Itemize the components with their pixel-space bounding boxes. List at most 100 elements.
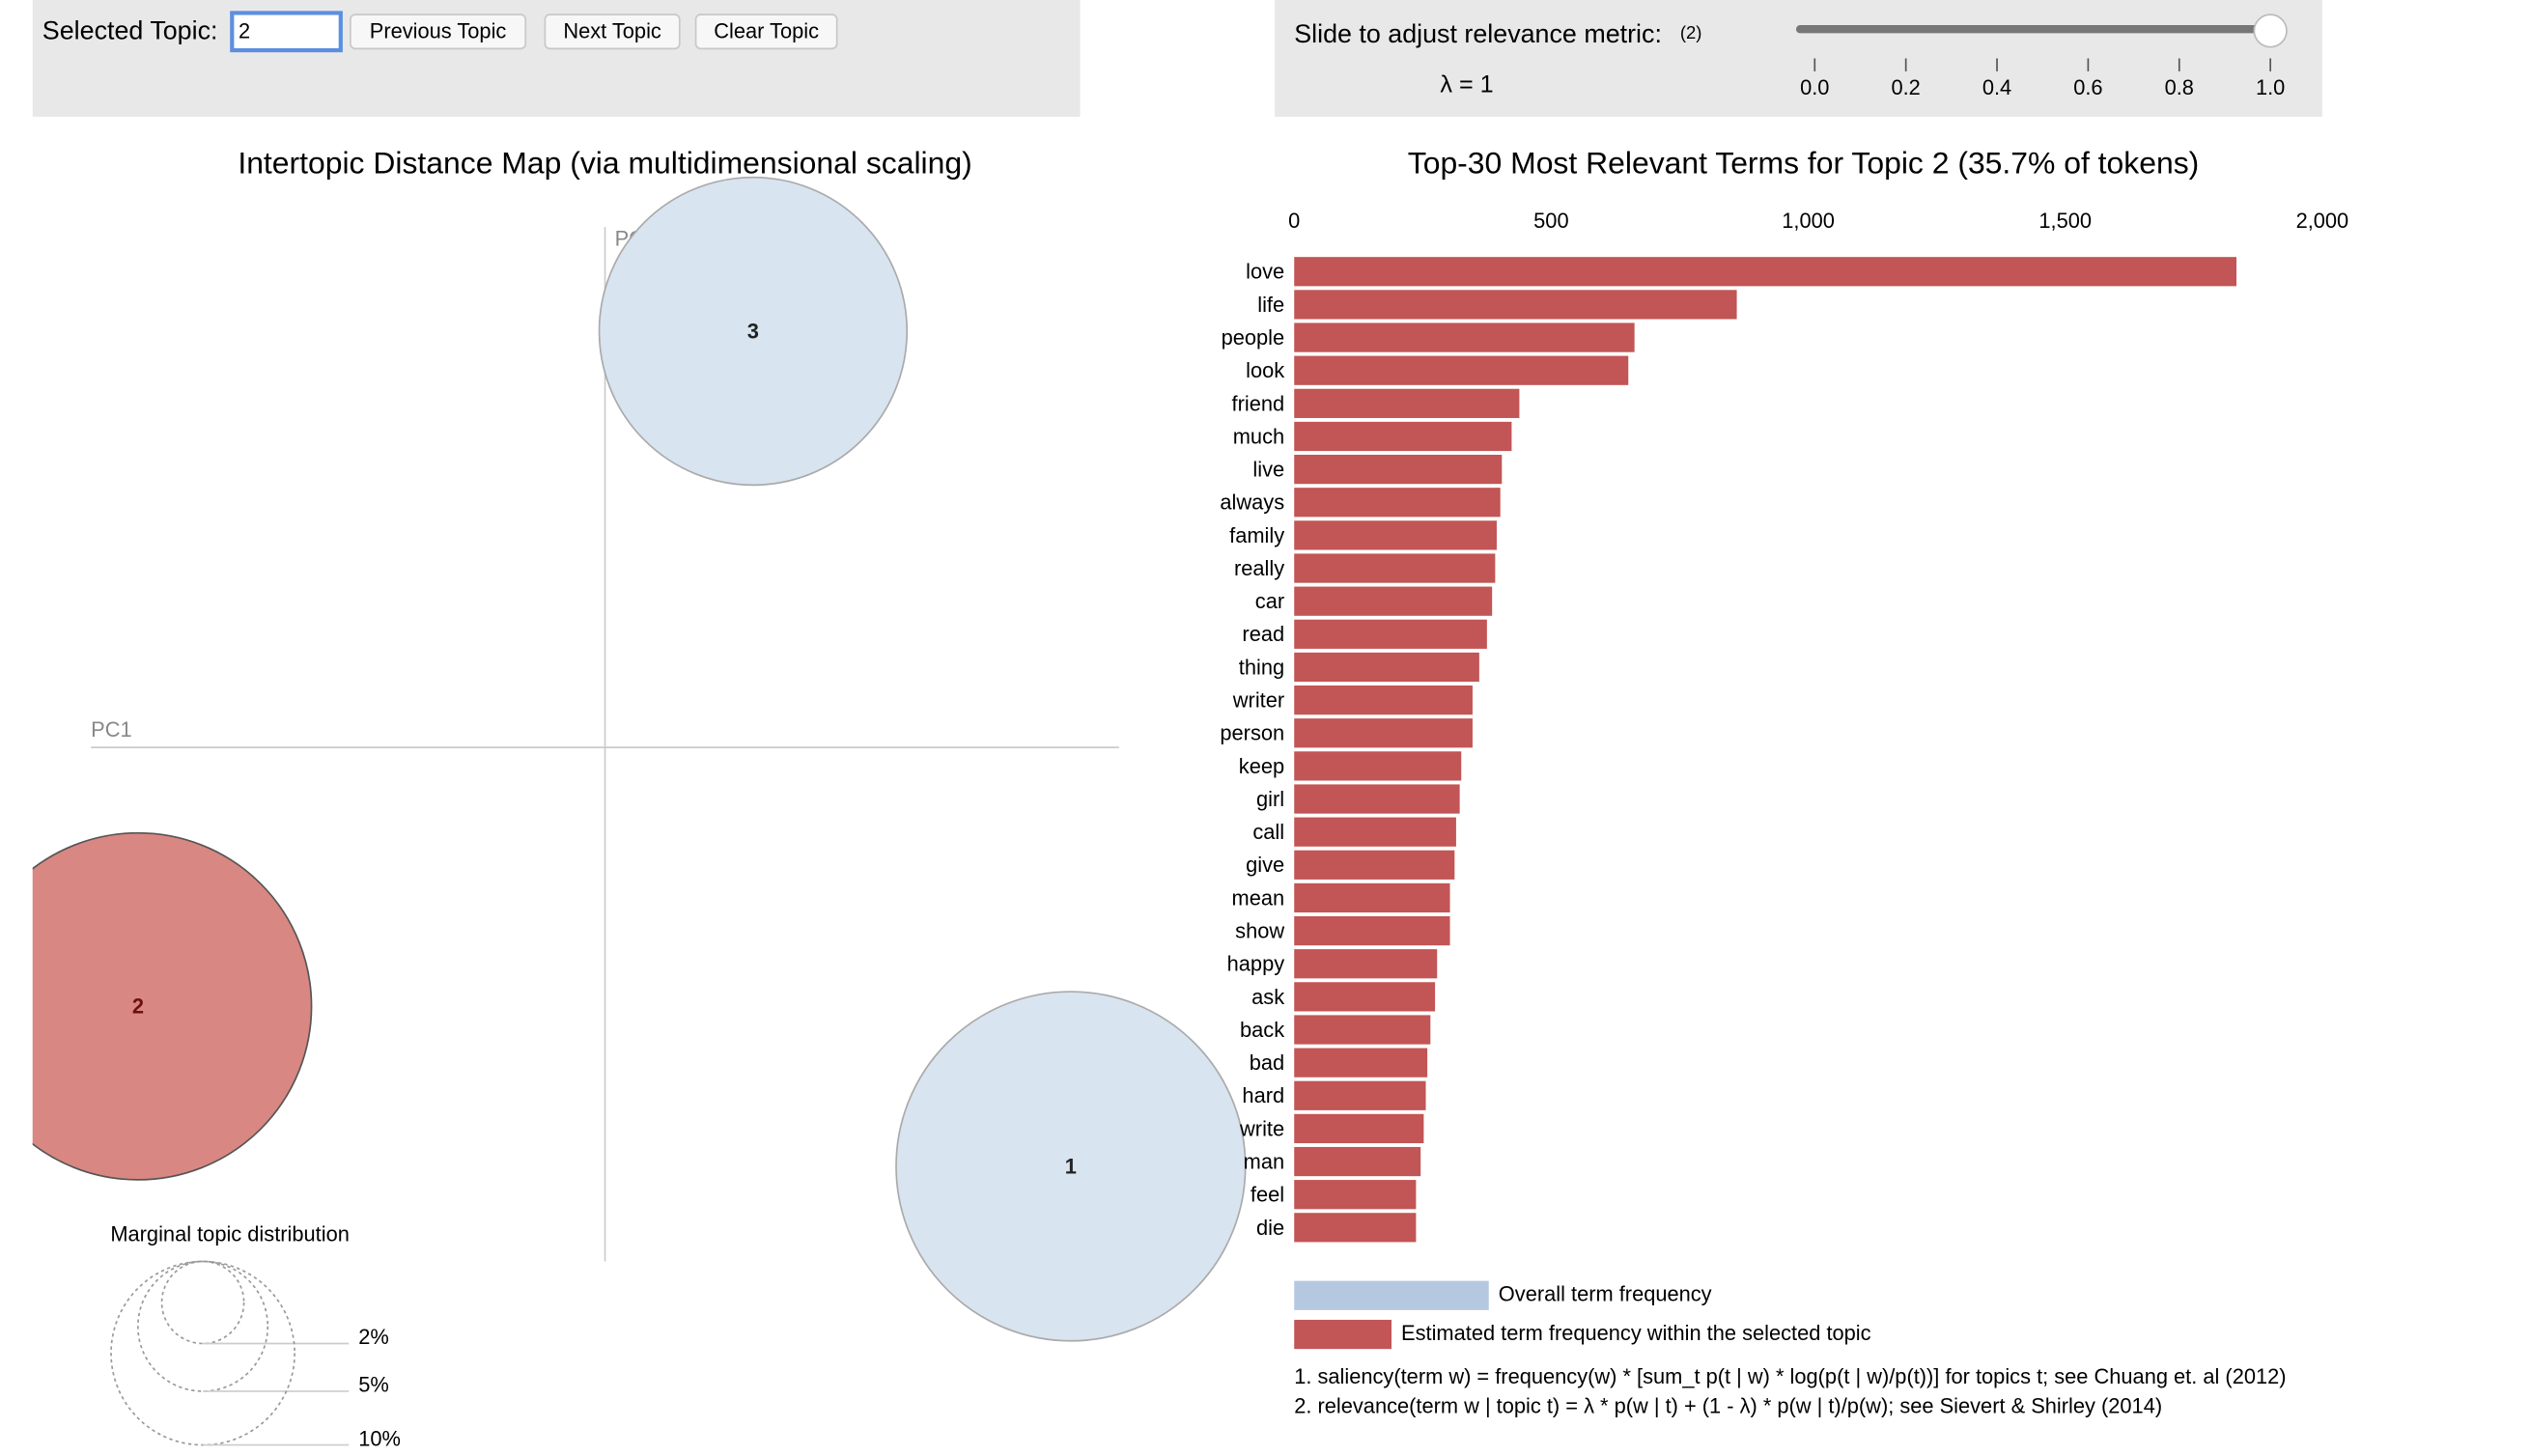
bar[interactable] [1294,1113,1424,1144]
bar[interactable] [1294,322,1635,352]
x-tick-label: 0 [1288,209,1300,233]
term-label[interactable]: man [1244,1150,1284,1174]
bar[interactable] [1294,1080,1426,1110]
bar[interactable] [1294,949,1438,979]
size-legend-label: 5% [358,1373,389,1397]
bar[interactable] [1294,388,1520,418]
x-tick-label: 1,000 [1782,209,1835,233]
term-label[interactable]: back [1240,1018,1284,1042]
term-label[interactable]: look [1246,358,1284,382]
slider-panel [1275,0,2322,117]
size-legend-circle [137,1260,269,1392]
button[interactable] [544,14,681,50]
size-legend-label: 2% [358,1325,389,1349]
term-label[interactable]: friend [1232,391,1285,415]
topic-label[interactable]: 2 [132,994,144,1019]
term-label[interactable]: ask [1251,985,1284,1009]
bar[interactable] [1294,1015,1431,1045]
term-label[interactable]: always [1220,490,1284,515]
size-legend-label: 10% [358,1426,401,1450]
size-legend-title: Marginal topic distribution [110,1221,350,1246]
bar[interactable] [1294,1213,1417,1243]
x-tick-label: 500 [1533,209,1568,233]
topic-label[interactable]: 1 [1065,1154,1077,1178]
term-label[interactable]: love [1246,260,1284,284]
legend-swatch [1294,1319,1392,1350]
bar[interactable] [1294,751,1462,781]
term-label[interactable]: bad [1250,1050,1284,1075]
slider-tick-label: 0.0 [1800,75,1829,99]
bar[interactable] [1294,850,1455,880]
bar[interactable] [1294,619,1487,649]
term-label[interactable]: keep [1239,754,1284,778]
bar[interactable] [1294,455,1503,485]
term-label[interactable]: people [1222,325,1285,350]
term-label[interactable]: car [1255,589,1284,613]
bar[interactable] [1294,784,1460,814]
slider-tick-label: 1.0 [2256,75,2285,99]
term-label[interactable]: thing [1239,655,1284,679]
x-tick-label: 2,000 [2296,209,2349,233]
bar[interactable] [1294,257,2236,287]
bar[interactable] [1294,982,1436,1012]
bar[interactable] [1294,355,1629,385]
term-label[interactable]: writer [1232,688,1284,713]
term-label[interactable]: live [1252,458,1284,482]
bar[interactable] [1294,488,1501,518]
selected-topic-label: Selected Topic: [42,16,218,45]
bar[interactable] [1294,652,1479,683]
term-label[interactable]: read [1242,622,1284,646]
button-label[interactable]: Next Topic [563,18,661,42]
term-label[interactable]: show [1235,919,1284,943]
term-label[interactable]: really [1234,556,1284,580]
term-label[interactable]: girl [1256,787,1284,811]
term-label[interactable]: give [1246,853,1284,877]
term-label[interactable]: call [1252,820,1284,844]
bar[interactable] [1294,915,1450,946]
topic-input[interactable] [230,11,343,53]
topic-label[interactable]: 3 [747,319,759,343]
term-label[interactable]: die [1256,1216,1284,1240]
button-label[interactable]: Clear Topic [714,18,819,42]
legend-label: Overall term frequency [1499,1282,1712,1306]
term-label[interactable]: much [1233,424,1284,448]
bar[interactable] [1294,1048,1428,1078]
button-label[interactable]: Previous Topic [370,18,507,42]
term-label[interactable]: life [1257,293,1284,317]
bar-title: Top-30 Most Relevant Terms for Topic 2 (… [1408,146,2199,181]
bar[interactable] [1294,290,1737,320]
bar[interactable] [1294,817,1456,847]
slider-tick-label: 0.8 [2165,75,2194,99]
bar[interactable] [1294,718,1473,748]
term-label[interactable]: happy [1227,952,1285,976]
bar[interactable] [1294,882,1450,913]
button[interactable] [350,14,527,50]
slider-tick-label: 0.4 [1982,75,2011,99]
button[interactable] [694,14,838,50]
topic-bubble[interactable] [895,991,1247,1342]
term-label[interactable]: person [1220,721,1284,745]
slider-note: (2) [1680,22,1702,42]
topic-bubble[interactable] [0,831,313,1181]
topic-input-value[interactable]: 2 [239,18,250,42]
slider-knob[interactable] [2253,14,2288,48]
bar[interactable] [1294,586,1493,616]
bar[interactable] [1294,553,1496,583]
term-label[interactable]: family [1229,523,1284,547]
bar[interactable] [1294,421,1512,452]
bar[interactable] [1294,1146,1421,1177]
slider-tick-label: 0.6 [2073,75,2102,99]
bar[interactable] [1294,685,1473,715]
size-legend-circle [160,1260,245,1345]
term-label[interactable]: mean [1232,885,1285,910]
footnote: 2. relevance(term w | topic t) = λ * p(w… [1294,1393,2162,1417]
term-label[interactable]: hard [1242,1083,1284,1107]
bar[interactable] [1294,1180,1417,1210]
term-label[interactable]: write [1239,1116,1284,1140]
bar[interactable] [1294,520,1497,550]
topic-bubble[interactable] [598,176,909,487]
term-label[interactable]: feel [1251,1183,1284,1207]
map-title: Intertopic Distance Map (via multidimens… [238,146,971,181]
